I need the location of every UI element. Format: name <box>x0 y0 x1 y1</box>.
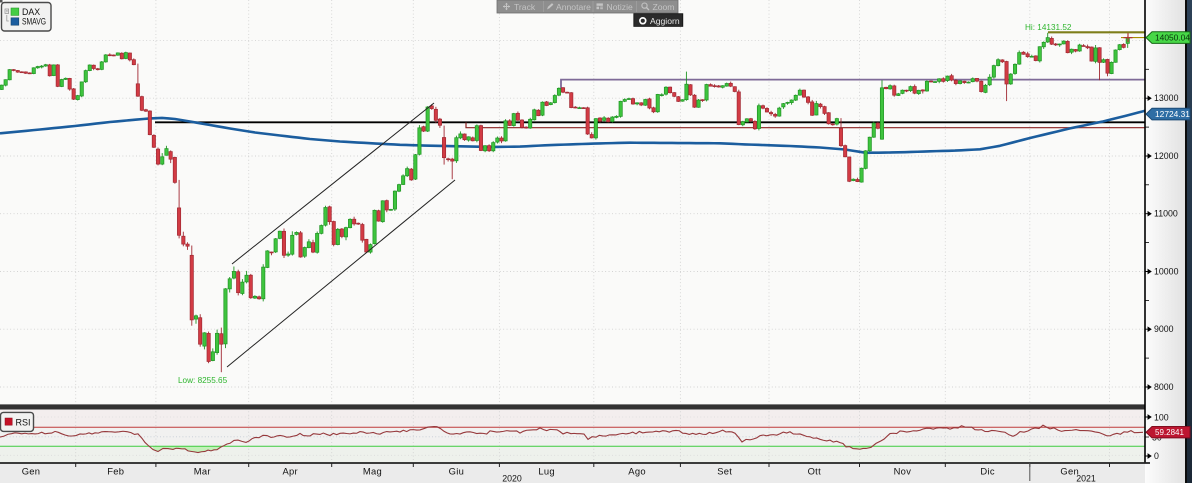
svg-text:Zoom: Zoom <box>653 2 675 12</box>
svg-text:Ago: Ago <box>628 466 646 477</box>
svg-text:Mar: Mar <box>194 466 211 477</box>
svg-text:Low: 8255.65: Low: 8255.65 <box>178 376 228 385</box>
svg-text:Set: Set <box>717 466 732 477</box>
svg-text:Notizie: Notizie <box>607 2 633 12</box>
svg-text:10000: 10000 <box>1154 267 1179 277</box>
svg-text:100: 100 <box>1154 413 1169 423</box>
svg-text:Track: Track <box>514 2 536 12</box>
svg-text:Feb: Feb <box>107 466 124 477</box>
svg-text:8000: 8000 <box>1154 382 1174 392</box>
svg-text:Apr: Apr <box>282 466 298 477</box>
svg-text:2021: 2021 <box>1076 474 1096 484</box>
svg-text:SMAVG: SMAVG <box>22 17 46 27</box>
svg-text:14050.04: 14050.04 <box>1155 33 1190 43</box>
svg-text:Mag: Mag <box>363 466 382 477</box>
svg-text:Hi: 14131.52: Hi: 14131.52 <box>1025 23 1072 32</box>
svg-text:DAX: DAX <box>22 7 40 17</box>
svg-text:2020: 2020 <box>502 474 522 484</box>
svg-text:Dic: Dic <box>980 466 994 477</box>
svg-text:9000: 9000 <box>1154 324 1174 334</box>
svg-text:13000: 13000 <box>1154 93 1179 103</box>
svg-text:Ott: Ott <box>808 466 821 477</box>
svg-text:Nov: Nov <box>894 466 912 477</box>
svg-text:0: 0 <box>1154 451 1159 461</box>
svg-text:Aggiorn: Aggiorn <box>650 16 680 26</box>
svg-text:59.2841: 59.2841 <box>1155 428 1184 437</box>
svg-text:Gen: Gen <box>22 466 41 477</box>
svg-text:12724.31: 12724.31 <box>1155 109 1190 119</box>
svg-text:Annotare: Annotare <box>556 2 591 12</box>
svg-text:Giu: Giu <box>449 466 465 477</box>
svg-text:RSI: RSI <box>16 417 31 427</box>
svg-text:12000: 12000 <box>1154 151 1179 161</box>
svg-text:Lug: Lug <box>538 466 555 477</box>
svg-text:Gen: Gen <box>1060 466 1079 477</box>
svg-text:11000: 11000 <box>1154 209 1178 219</box>
